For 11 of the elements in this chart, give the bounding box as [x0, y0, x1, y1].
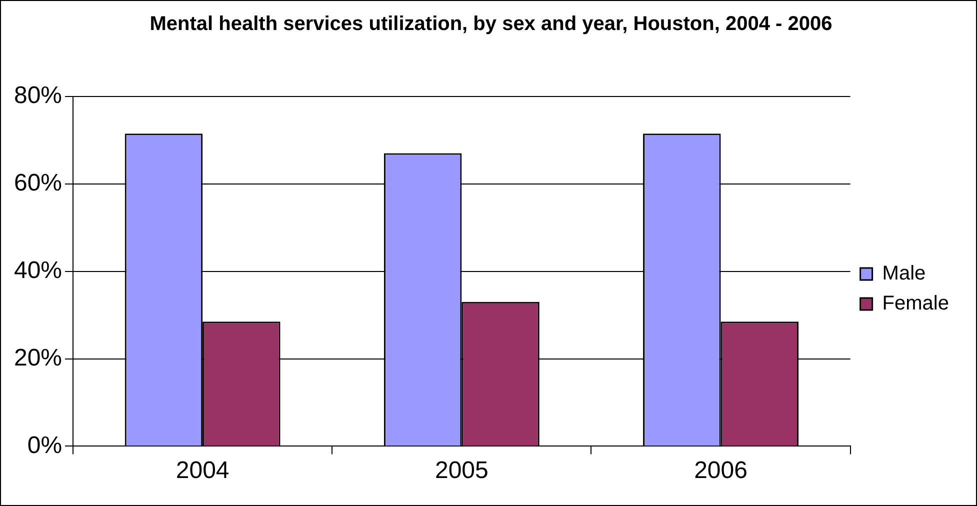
- y-tick-label: 80%: [14, 82, 62, 110]
- y-tick-label: 20%: [14, 344, 62, 372]
- legend-label: Male: [882, 262, 926, 285]
- legend-label: Female: [882, 292, 950, 315]
- chart-title: Mental health services utilization, by sex and year, Houston, 2004 - 2006: [148, 12, 834, 37]
- x-tick-label: 2005: [434, 457, 488, 484]
- y-tick-label: 60%: [14, 169, 62, 196]
- y-tick-label: 0%: [27, 432, 62, 459]
- y-tick-label: 40%: [14, 256, 62, 284]
- x-tick-label: 2006: [694, 457, 748, 484]
- x-tick-label: 2004: [176, 457, 230, 484]
